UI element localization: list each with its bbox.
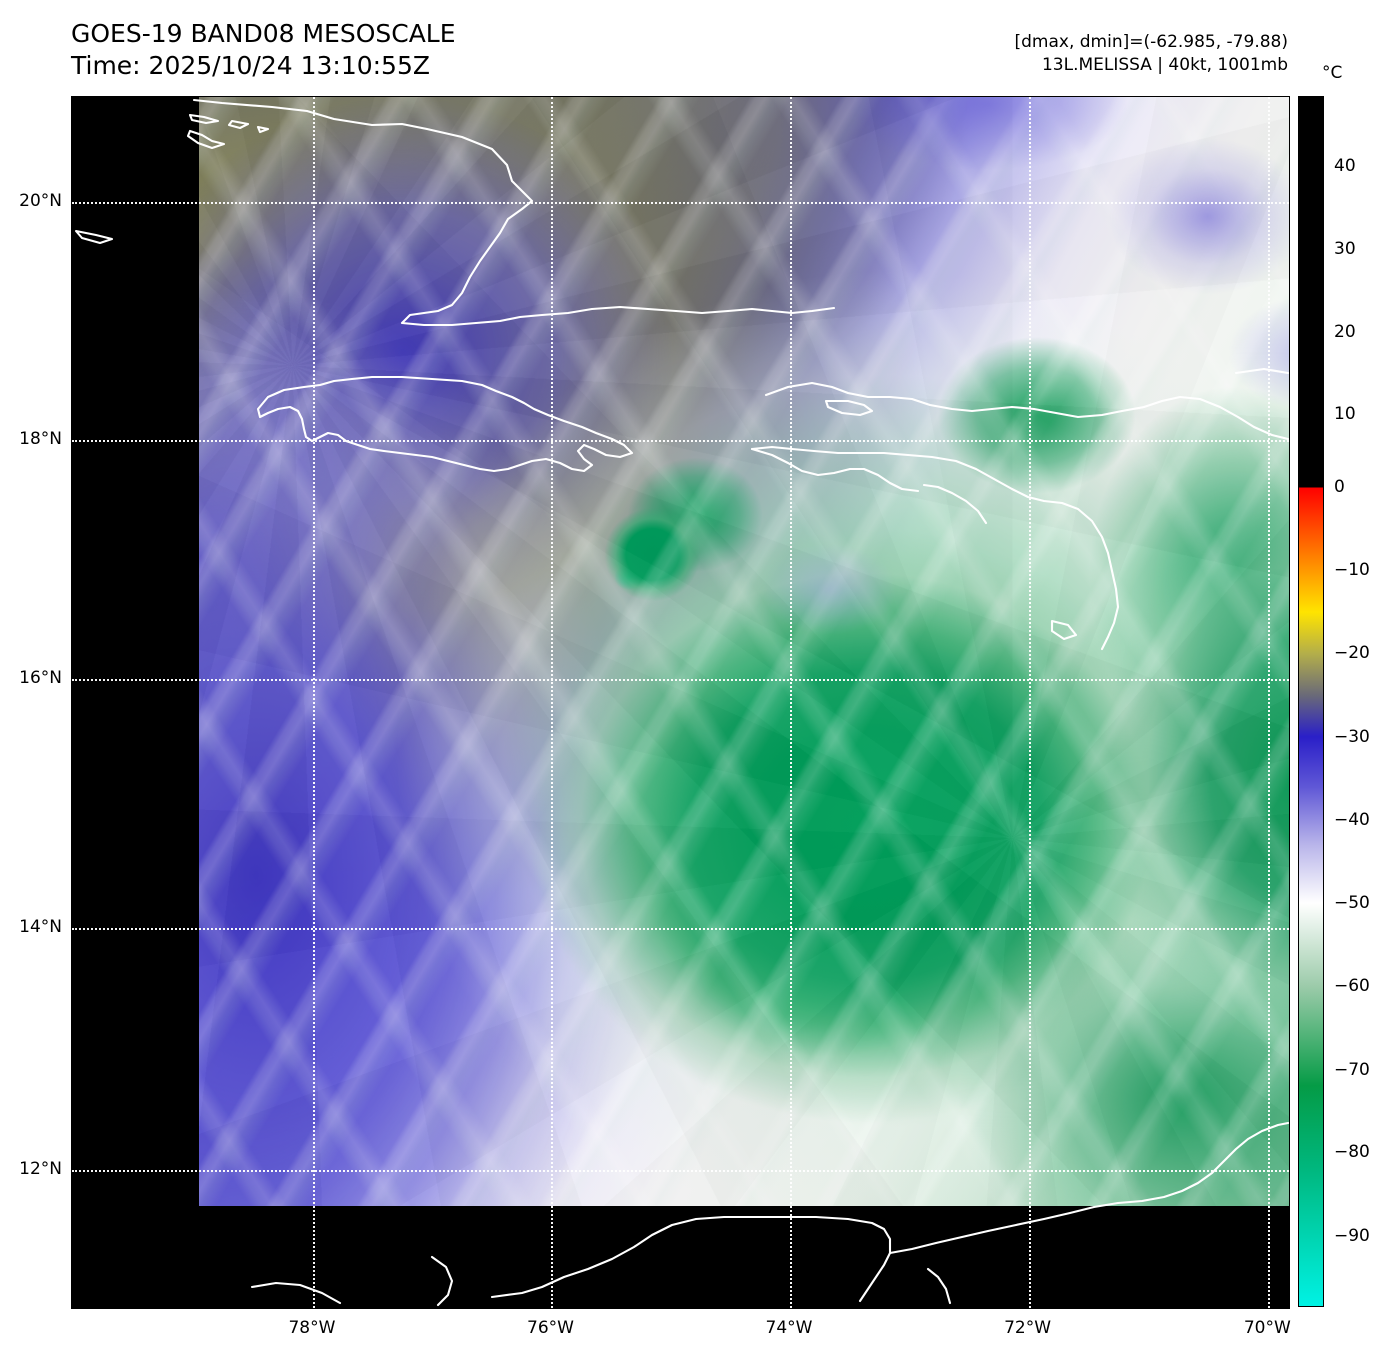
- colorbar-unit-label: °C: [1322, 63, 1343, 83]
- latitude-tick-label: 18°N: [19, 428, 62, 449]
- latitude-tick-label: 14°N: [19, 916, 62, 937]
- gridline-lon-74w: [790, 97, 793, 1308]
- colorbar[interactable]: [1298, 96, 1324, 1307]
- storm-info-text: 13L.MELISSA | 40kt, 1001mb: [1041, 54, 1288, 75]
- colorbar-tick-label: 30: [1334, 238, 1356, 259]
- gridline-lon-78w: [312, 97, 315, 1308]
- colorbar-tick-label: 40: [1334, 156, 1356, 177]
- gridline-lon-76w: [551, 97, 554, 1308]
- colorbar-tick-label: −70: [1334, 1059, 1370, 1080]
- title-text: GOES-19 BAND08 MESOSCALE: [71, 19, 456, 48]
- longitude-tick-label: 76°W: [527, 1318, 574, 1338]
- colorbar-tick-label: −80: [1334, 1141, 1370, 1162]
- gridline-lat-20n: [72, 202, 1289, 205]
- longitude-tick-label: 78°W: [288, 1318, 336, 1338]
- gridline-lat-16n: [72, 679, 1289, 682]
- colorbar-tick-label: 20: [1334, 322, 1356, 343]
- longitude-tick-label: 74°W: [765, 1318, 813, 1338]
- latitude-tick-label: 20°N: [19, 191, 62, 212]
- colorbar-tick-label: −20: [1334, 643, 1370, 664]
- colorbar-tick-label: 0: [1334, 477, 1345, 498]
- time-text: Time: 2025/10/24 13:10:55Z: [71, 51, 430, 80]
- texture-noise-layer: [199, 97, 1289, 1206]
- longitude-tick-label: 72°W: [1004, 1318, 1052, 1338]
- satellite-data-raster: [199, 97, 1289, 1206]
- coastline-guajira: [430, 1255, 454, 1307]
- colorbar-tick-label: −60: [1334, 976, 1370, 997]
- coastline-colombia-bay: [250, 1281, 342, 1305]
- colorbar-tick-label: −50: [1334, 892, 1370, 913]
- coastline-cay-5: [74, 229, 114, 245]
- latitude-tick-label: 16°N: [19, 668, 62, 689]
- colorbar-tick-label: −40: [1334, 810, 1370, 831]
- coastline-maracaibo: [926, 1267, 952, 1305]
- gridline-lat-14n: [72, 927, 1289, 930]
- colorbar-gradient: [1299, 97, 1323, 1306]
- plot-inner: [72, 97, 1289, 1308]
- gridline-lon-70w: [1268, 97, 1271, 1308]
- gridline-lat-18n: [72, 439, 1289, 442]
- colorbar-tick-label: −10: [1334, 559, 1370, 580]
- colorbar-tick-label: −90: [1334, 1225, 1370, 1246]
- dmax-dmin-text: [dmax, dmin]=(-62.985, -79.88): [1014, 32, 1289, 52]
- page-title: GOES-19 BAND08 MESOSCALE Time: 2025/10/2…: [71, 18, 456, 82]
- colorbar-tick-label: −30: [1334, 726, 1370, 747]
- satellite-image-plot[interactable]: Copyright © 2020-2025 Dapiya: [71, 96, 1290, 1309]
- gridline-lon-72w: [1028, 97, 1031, 1308]
- colorbar-tick-label: 10: [1334, 404, 1356, 425]
- latitude-tick-label: 12°N: [19, 1158, 62, 1179]
- gridline-lat-12n: [72, 1169, 1289, 1172]
- longitude-tick-label: 70°W: [1243, 1318, 1291, 1338]
- metadata-block: [dmax, dmin]=(-62.985, -79.88) 13L.MELIS…: [1015, 31, 1289, 77]
